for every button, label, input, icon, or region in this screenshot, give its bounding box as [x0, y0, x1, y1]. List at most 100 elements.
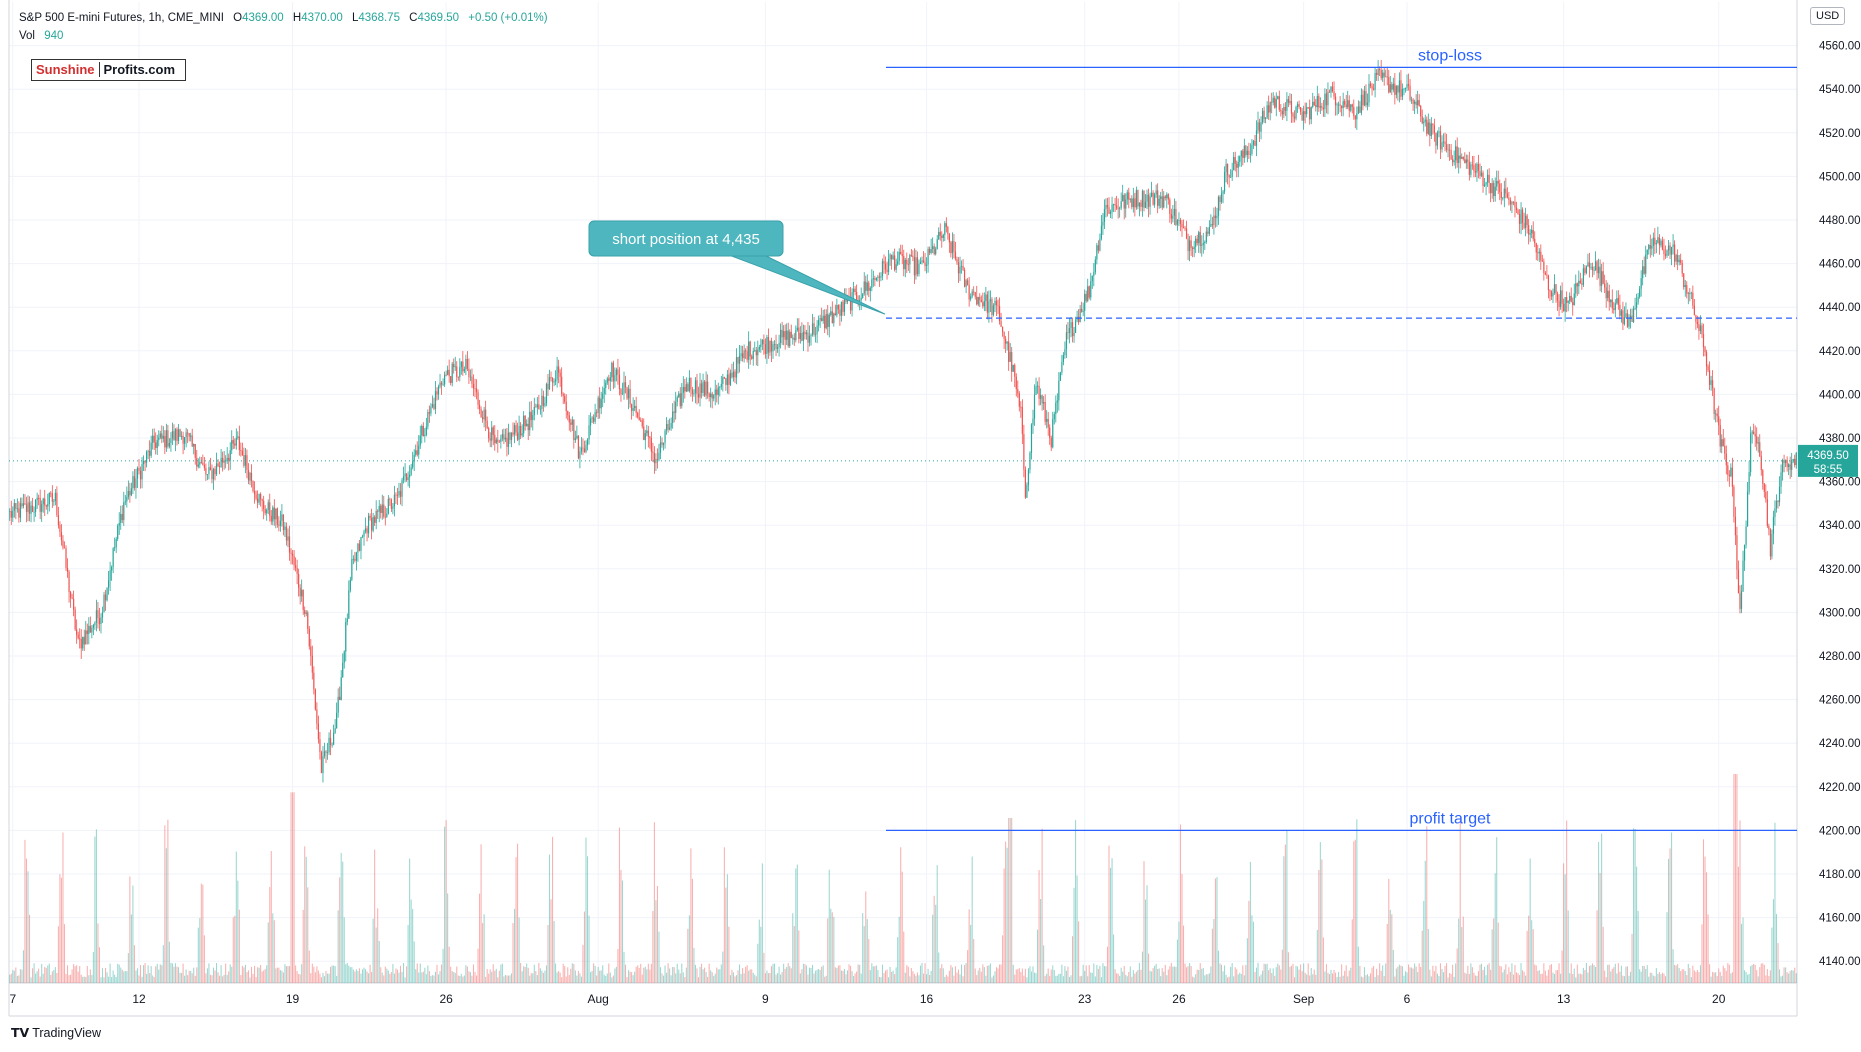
candle: [1114, 203, 1116, 206]
candle: [927, 248, 929, 265]
candle: [51, 493, 53, 502]
candle: [716, 389, 718, 395]
candle: [915, 257, 917, 276]
volume-bar: [375, 927, 377, 983]
volume-bar: [1695, 972, 1697, 983]
volume-bar: [1158, 968, 1160, 983]
volume-bar: [586, 856, 589, 983]
volume-bar: [439, 970, 441, 983]
volume-bar: [1687, 963, 1689, 983]
y-tick-label: 4560.00: [1819, 41, 1861, 53]
candle: [1549, 290, 1551, 292]
volume-bar: [1455, 963, 1457, 983]
callout-bubble[interactable]: [588, 220, 784, 257]
candle: [1642, 266, 1644, 279]
volume-bar: [421, 972, 423, 983]
candle: [491, 427, 493, 441]
volume-bar: [1385, 963, 1387, 983]
candle: [881, 261, 884, 277]
candle: [1310, 107, 1312, 120]
candle: [953, 241, 955, 252]
volume-bar: [930, 970, 932, 983]
candle: [130, 488, 133, 496]
candle: [939, 231, 941, 236]
volume-bar: [1643, 965, 1645, 983]
volume-bar: [358, 968, 360, 983]
volume-bar: [526, 963, 528, 983]
candle: [550, 377, 552, 379]
y-tick-label: 4460.00: [1819, 259, 1861, 271]
volume-bar: [1628, 975, 1630, 983]
candle: [547, 383, 549, 390]
volume-bar: [1553, 973, 1556, 983]
candle: [1269, 101, 1271, 113]
candle: [600, 398, 602, 409]
symbol-title[interactable]: S&P 500 E-mini Futures, 1h, CME_MINI: [19, 12, 224, 24]
candle: [1778, 486, 1781, 503]
volume-bar: [751, 969, 753, 983]
candle: [515, 425, 517, 433]
volume-bar: [1788, 973, 1790, 983]
candle: [1359, 106, 1361, 113]
candle: [1337, 104, 1340, 106]
volume-bar: [222, 976, 224, 983]
volume-bar: [185, 969, 187, 983]
volume-bar: [1146, 885, 1148, 983]
candle: [974, 292, 976, 297]
volume-bar: [1114, 969, 1116, 983]
volume-bar: [234, 915, 236, 983]
candle: [906, 259, 908, 265]
volume-bar: [1225, 974, 1227, 983]
volume-bar: [1111, 858, 1113, 983]
candle: [842, 301, 844, 312]
volume-bar: [288, 966, 291, 983]
candle: [1242, 150, 1244, 158]
candle: [95, 610, 98, 623]
candle: [845, 298, 847, 302]
currency-button[interactable]: USD: [1810, 7, 1846, 25]
candle: [980, 299, 982, 303]
volume-bar: [267, 922, 269, 983]
candle: [1158, 198, 1160, 206]
candle: [1134, 198, 1136, 208]
volume-bar: [732, 972, 735, 983]
candle: [329, 737, 332, 746]
volume-bar: [241, 965, 243, 983]
volume-bar: [1201, 968, 1203, 983]
candle: [1646, 249, 1648, 255]
candle: [1163, 196, 1165, 208]
volume-bar: [1509, 971, 1511, 983]
tradingview-logo[interactable]: 𝗧𝗩 TradingView: [11, 1026, 101, 1040]
volume-bar: [1020, 972, 1022, 983]
candle: [1569, 295, 1571, 301]
volume-bar: [1774, 822, 1776, 983]
volume-bar: [132, 885, 134, 983]
candle: [1514, 201, 1516, 208]
candle: [1140, 202, 1142, 207]
candle: [558, 366, 560, 373]
candle: [1299, 107, 1302, 112]
candle: [1012, 365, 1014, 372]
candle: [1374, 72, 1376, 90]
volume-bar: [1108, 845, 1110, 983]
volume-bar: [407, 924, 409, 983]
volume-bar: [558, 970, 560, 983]
volume-bar: [866, 919, 868, 983]
candle: [1445, 144, 1448, 150]
candle: [1372, 88, 1375, 90]
candle: [1386, 76, 1388, 78]
candle: [1354, 116, 1356, 120]
volume-bar: [512, 923, 514, 983]
candle: [1120, 201, 1122, 208]
volume-bar: [1131, 976, 1133, 983]
volume-bar: [1211, 928, 1213, 983]
candle: [1271, 101, 1273, 103]
volume-bar: [842, 970, 844, 983]
volume-bar: [144, 963, 146, 983]
candle: [267, 502, 269, 510]
volume-bar: [1027, 968, 1029, 983]
volume-bar: [1588, 965, 1590, 983]
candle: [559, 372, 561, 377]
